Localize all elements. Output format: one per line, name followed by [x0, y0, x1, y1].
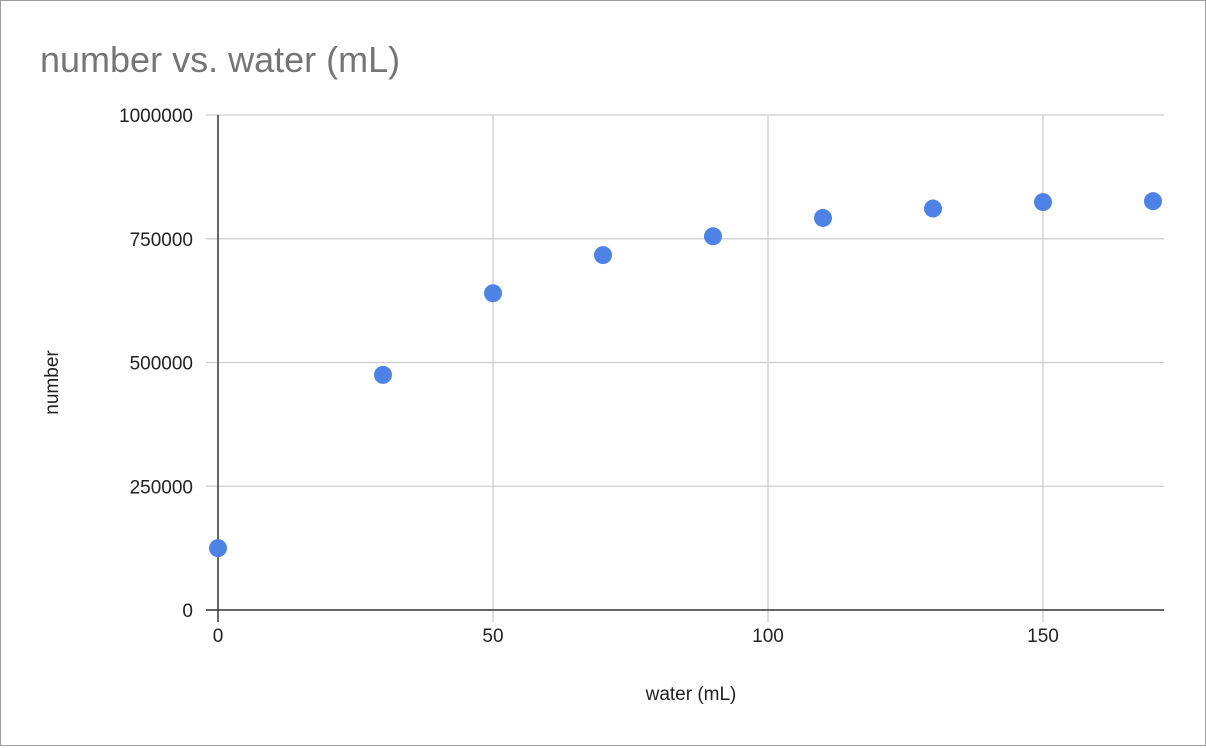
y-tick-label: 750000: [130, 230, 193, 251]
y-tick-label: 1000000: [119, 106, 193, 127]
x-tick-label: 100: [752, 626, 784, 647]
data-point: [484, 284, 502, 303]
y-tick-label: 500000: [130, 354, 193, 375]
x-tick-label: 150: [1027, 626, 1059, 647]
data-point: [594, 246, 612, 265]
x-axis-label: water (mL): [645, 684, 737, 705]
gridlines: [206, 114, 1164, 622]
data-points: [209, 192, 1162, 558]
data-point: [1034, 193, 1052, 212]
x-tick-label: 50: [482, 626, 503, 647]
data-point: [814, 208, 832, 227]
chart-title: number vs. water (mL): [40, 39, 401, 80]
data-point: [374, 365, 392, 384]
x-tick-label: 0: [213, 626, 224, 647]
axes: [206, 115, 1164, 622]
y-tick-label: 250000: [130, 477, 193, 498]
data-point: [704, 227, 722, 246]
data-point: [924, 199, 942, 218]
data-point: [209, 539, 227, 558]
tick-labels: 0 250000 500000 750000 1000000 0 50 100 150: [119, 106, 1059, 647]
y-axis-label: number: [42, 350, 63, 415]
data-point: [1144, 192, 1162, 211]
y-tick-label: 0: [182, 601, 193, 622]
